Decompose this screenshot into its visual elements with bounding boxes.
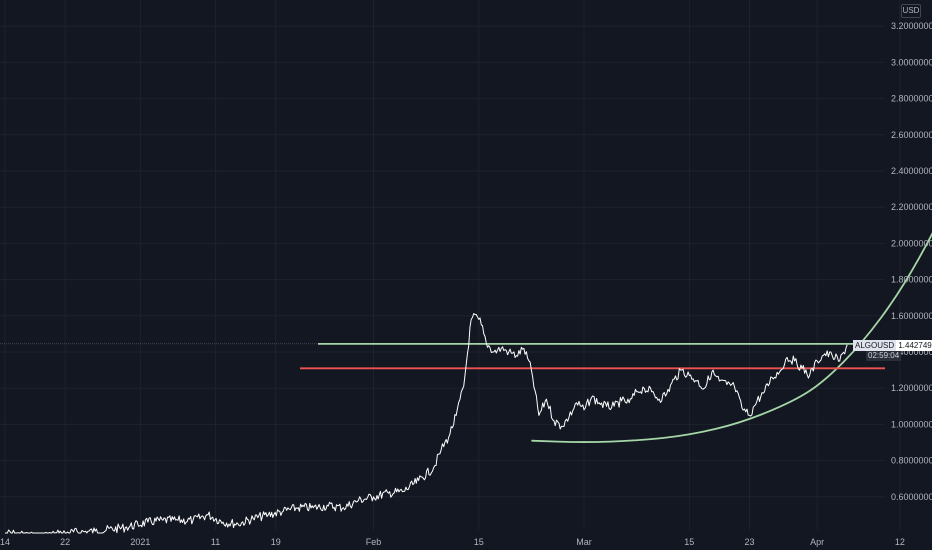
symbol-label: ALGOUSD: [853, 340, 897, 351]
y-tick-label: 2.40000000: [891, 166, 932, 176]
rounded-bottom-arc-drawing[interactable]: [531, 62, 932, 443]
x-tick-label: 14: [0, 537, 10, 547]
arc-curve[interactable]: [531, 62, 932, 443]
x-tick-label: 22: [60, 537, 70, 547]
y-tick-label: 0.60000000: [891, 492, 932, 502]
time-axis[interactable]: 142220211119Feb15Mar1523Apr1220May10: [0, 537, 932, 547]
y-tick-label: 1.60000000: [891, 311, 932, 321]
x-tick-label: 15: [474, 537, 484, 547]
x-tick-label: 15: [684, 537, 694, 547]
x-tick-label: 19: [271, 537, 281, 547]
bar-countdown: 02:59:04: [866, 351, 902, 361]
y-tick-label: 1.20000000: [891, 383, 932, 393]
price-series: [5, 313, 848, 534]
y-tick-label: 2.20000000: [891, 202, 932, 212]
y-tick-label: 3.20000000: [891, 21, 932, 31]
y-tick-label: 2.60000000: [891, 130, 932, 140]
x-tick-label: 11: [211, 537, 220, 547]
last-price-value: 1.44274950: [898, 341, 932, 350]
last-price-label: ALGOUSD 1.44274950: [853, 340, 932, 351]
x-tick-label: 23: [744, 537, 754, 547]
currency-badge[interactable]: USD: [901, 4, 921, 18]
x-tick-label: Feb: [366, 537, 382, 547]
x-tick-label: 12: [895, 537, 905, 547]
horizontal-line-drawings[interactable]: [0, 342, 885, 370]
price-line: [5, 313, 848, 534]
x-tick-label: Mar: [576, 537, 592, 547]
x-tick-label: Apr: [810, 537, 824, 547]
chart-grid: [0, 0, 901, 530]
x-tick-label: 2021: [130, 537, 150, 547]
y-tick-label: 1.40000000: [891, 347, 932, 357]
